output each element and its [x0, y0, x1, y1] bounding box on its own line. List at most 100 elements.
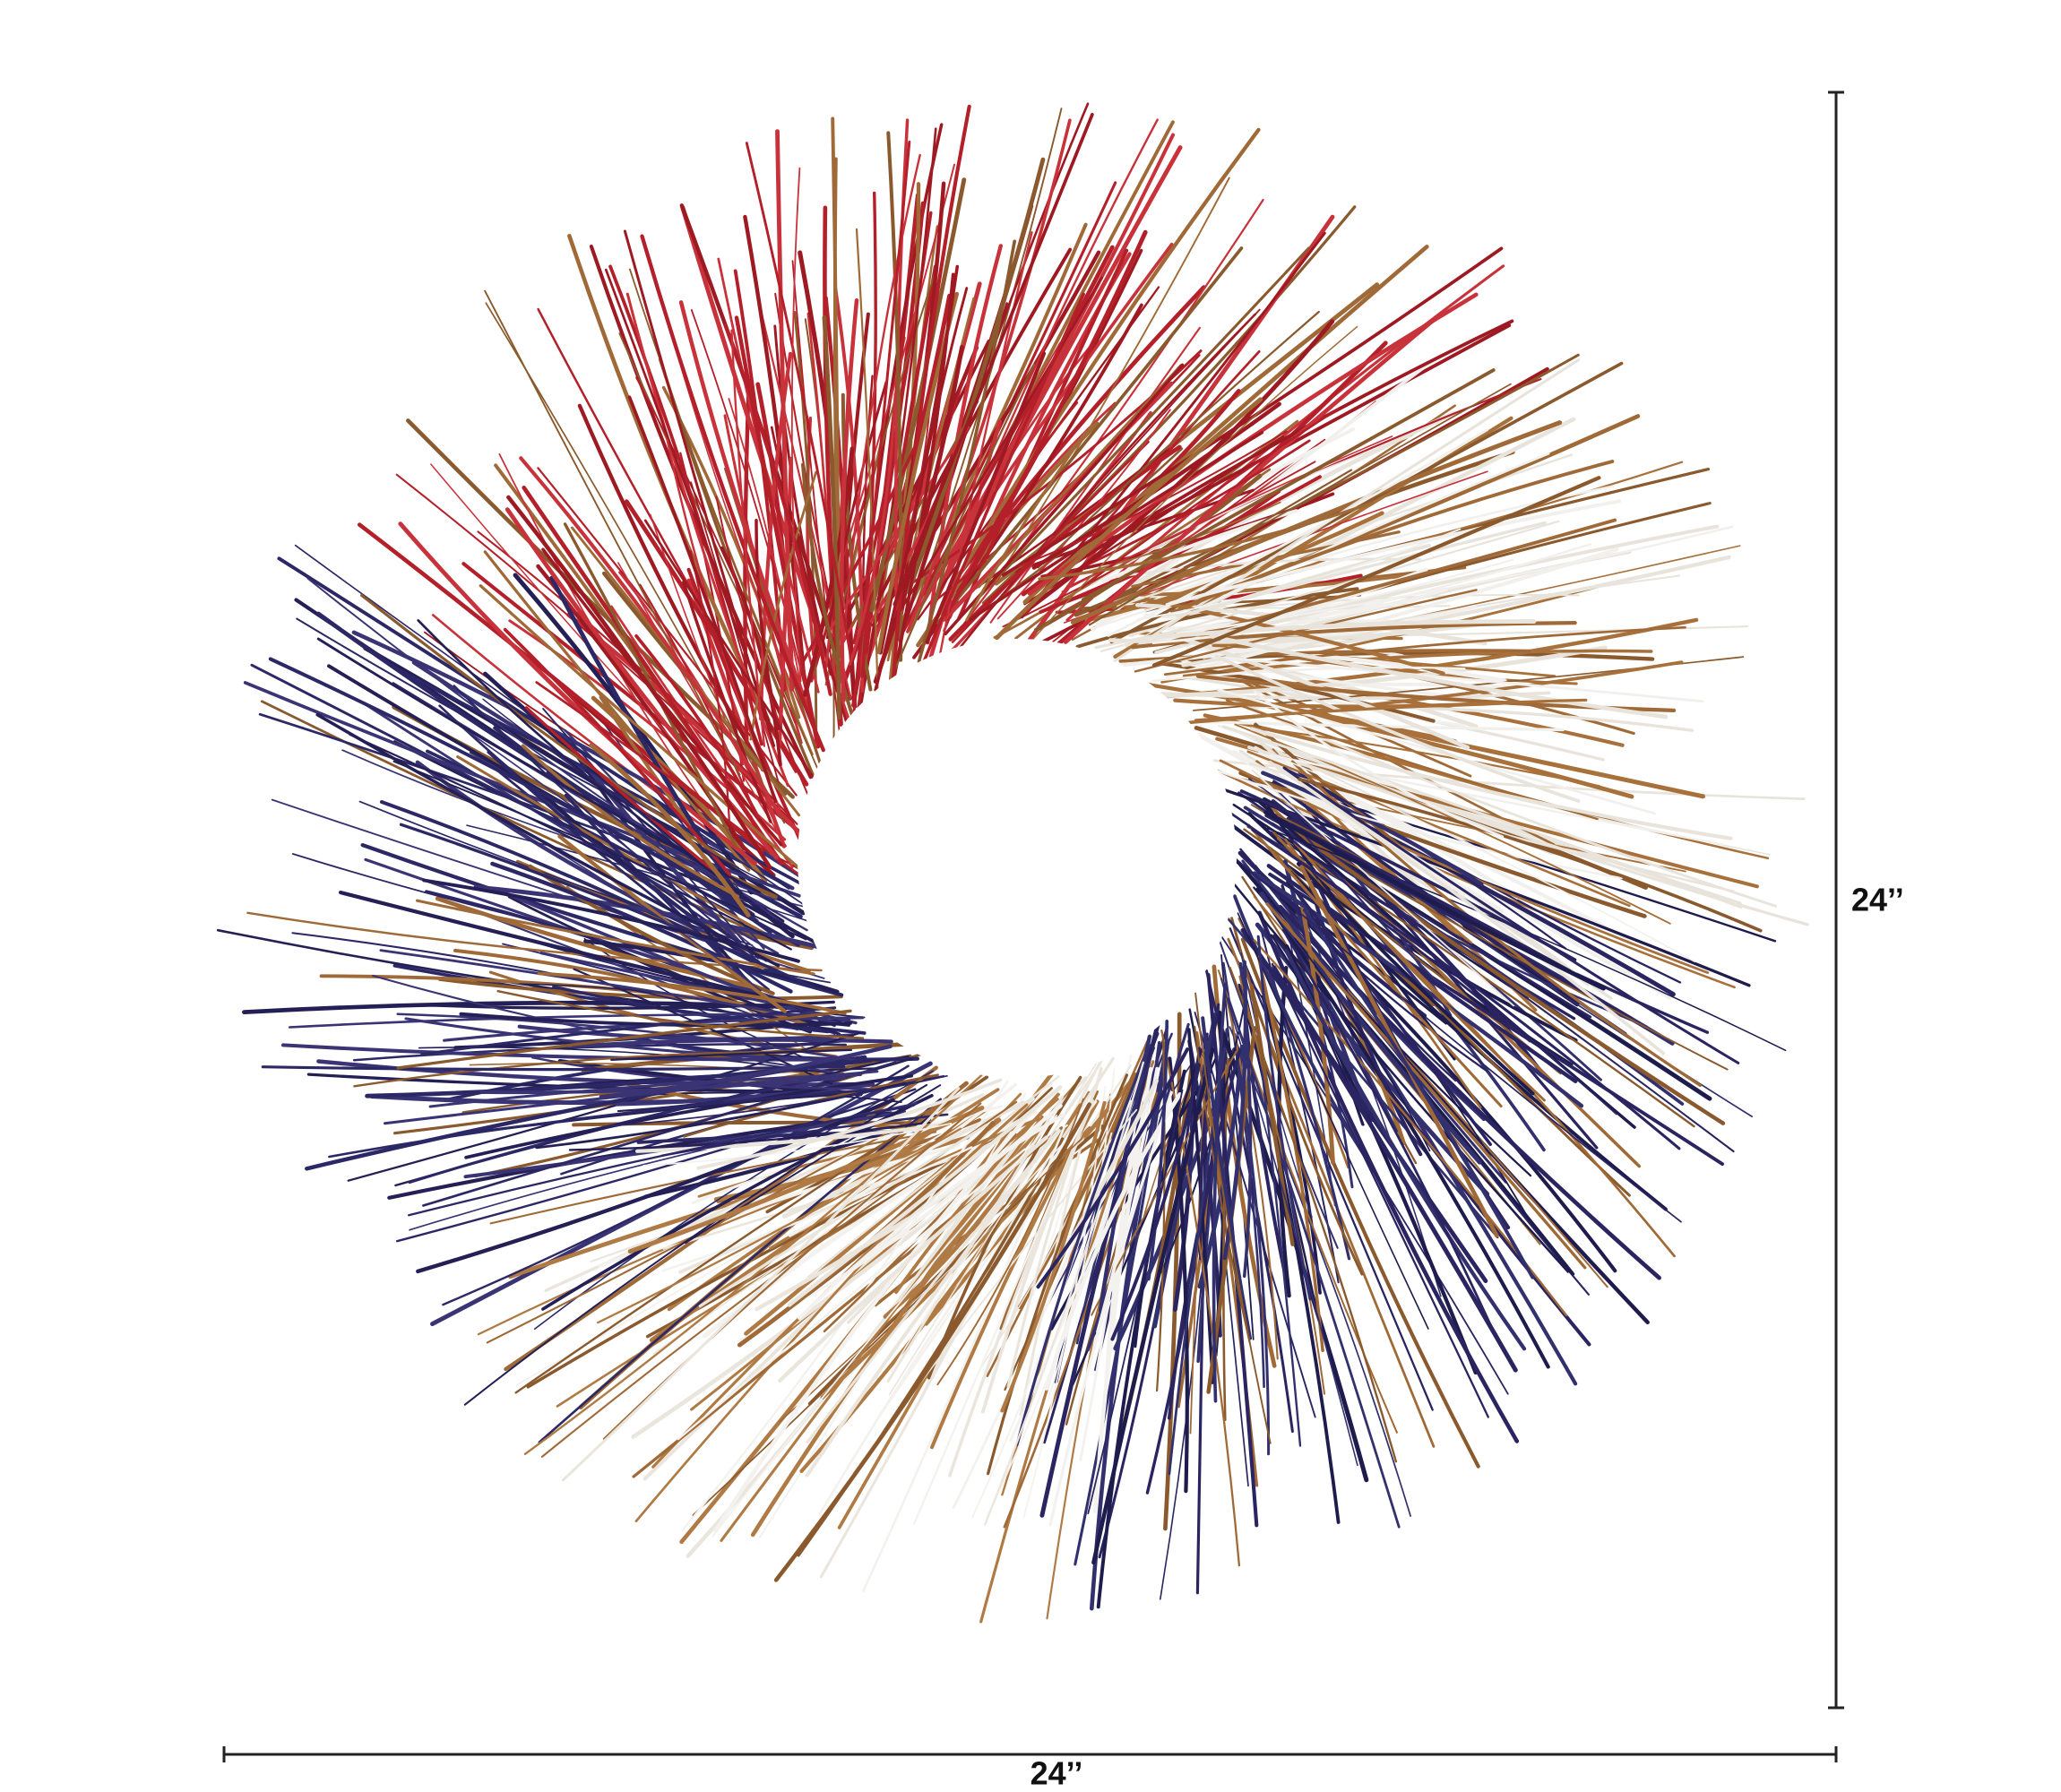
twig: [268, 657, 737, 902]
twig: [1272, 831, 1631, 1197]
twig: [1268, 760, 1666, 1055]
twig: [1300, 834, 1726, 1125]
twig: [1227, 997, 1401, 1529]
twig: [1282, 766, 1740, 1064]
twig: [890, 1142, 1065, 1373]
twig: [893, 112, 1094, 607]
twig: [610, 605, 794, 868]
twig: [917, 239, 1016, 664]
twig: [438, 978, 843, 1001]
twig: [874, 264, 960, 692]
twig: [523, 1073, 983, 1455]
twig: [677, 1148, 1026, 1441]
twig: [806, 1148, 1045, 1443]
twig: [859, 127, 937, 709]
twig: [750, 1150, 1027, 1538]
twig: [396, 1088, 917, 1243]
twig: [948, 444, 1182, 642]
twig: [482, 698, 774, 887]
twig: [1272, 965, 1518, 1373]
twig: [1176, 521, 1547, 618]
twig: [981, 1099, 1095, 1414]
twig: [563, 522, 737, 848]
twig: [351, 630, 806, 880]
twig: [1209, 633, 1669, 719]
twig: [627, 1106, 985, 1254]
twig: [568, 1121, 931, 1151]
twig: [1265, 902, 1587, 1270]
twig: [496, 989, 865, 1039]
twig: [901, 102, 1090, 631]
twig: [442, 1064, 910, 1306]
twig: [347, 1031, 862, 1182]
twig: [978, 364, 1182, 589]
twig: [1159, 645, 1608, 699]
twig: [1196, 732, 1467, 897]
twig: [1249, 727, 1733, 840]
twig: [1194, 698, 1588, 722]
twig: [1233, 894, 1377, 1176]
twig: [629, 268, 819, 771]
twig: [986, 1040, 1149, 1377]
twig: [1101, 509, 1298, 583]
twig: [521, 744, 740, 899]
twig: [1222, 1057, 1229, 1421]
twig: [1134, 589, 1478, 673]
twig: [1172, 1076, 1195, 1312]
twig: [1293, 888, 1492, 1146]
twig: [349, 733, 792, 951]
twig: [479, 584, 801, 870]
twig: [689, 549, 731, 825]
twig: [775, 129, 795, 692]
twig: [922, 292, 1085, 663]
twig: [660, 1113, 949, 1158]
twig: [503, 627, 732, 876]
twig: [1098, 1034, 1152, 1313]
twig: [602, 1102, 982, 1440]
twig: [777, 456, 793, 747]
twig: [542, 708, 760, 960]
twig: [384, 1070, 879, 1125]
twig: [486, 1099, 946, 1344]
twig: [698, 1124, 988, 1308]
twig: [1100, 520, 1560, 652]
twig: [561, 1087, 961, 1482]
twig: [291, 853, 831, 984]
twig: [1251, 828, 1681, 1150]
twig: [1039, 1022, 1160, 1518]
twig: [1096, 1069, 1186, 1609]
twig: [601, 1074, 948, 1128]
twig: [661, 1146, 973, 1272]
twig: [1084, 353, 1580, 613]
twig: [1166, 617, 1699, 699]
twig: [1151, 476, 1601, 668]
twig: [1160, 583, 1608, 684]
twig: [453, 948, 810, 1027]
twig: [417, 619, 743, 895]
twig: [1284, 949, 1527, 1351]
twig: [869, 177, 967, 613]
twig: [1220, 978, 1358, 1467]
twig: [1107, 428, 1489, 637]
twig: [979, 1133, 1108, 1370]
twig: [1216, 688, 1656, 815]
twig: [1233, 857, 1682, 1223]
twig: [458, 725, 759, 951]
twig: [315, 712, 780, 968]
twig: [790, 167, 802, 683]
twig: [1163, 1012, 1182, 1531]
twig: [842, 153, 921, 642]
twig: [743, 385, 751, 750]
wreath: [216, 102, 1809, 1624]
twig: [806, 1075, 1060, 1279]
twig: [420, 1006, 837, 1056]
twig: [526, 1131, 1008, 1389]
twig: [1288, 837, 1617, 1116]
twig: [773, 1102, 1091, 1582]
twig: [1296, 862, 1535, 1096]
twig: [1298, 771, 1567, 950]
twig: [1147, 1020, 1168, 1281]
twig: [1221, 982, 1279, 1360]
twig: [453, 685, 754, 956]
twig: [461, 562, 803, 835]
